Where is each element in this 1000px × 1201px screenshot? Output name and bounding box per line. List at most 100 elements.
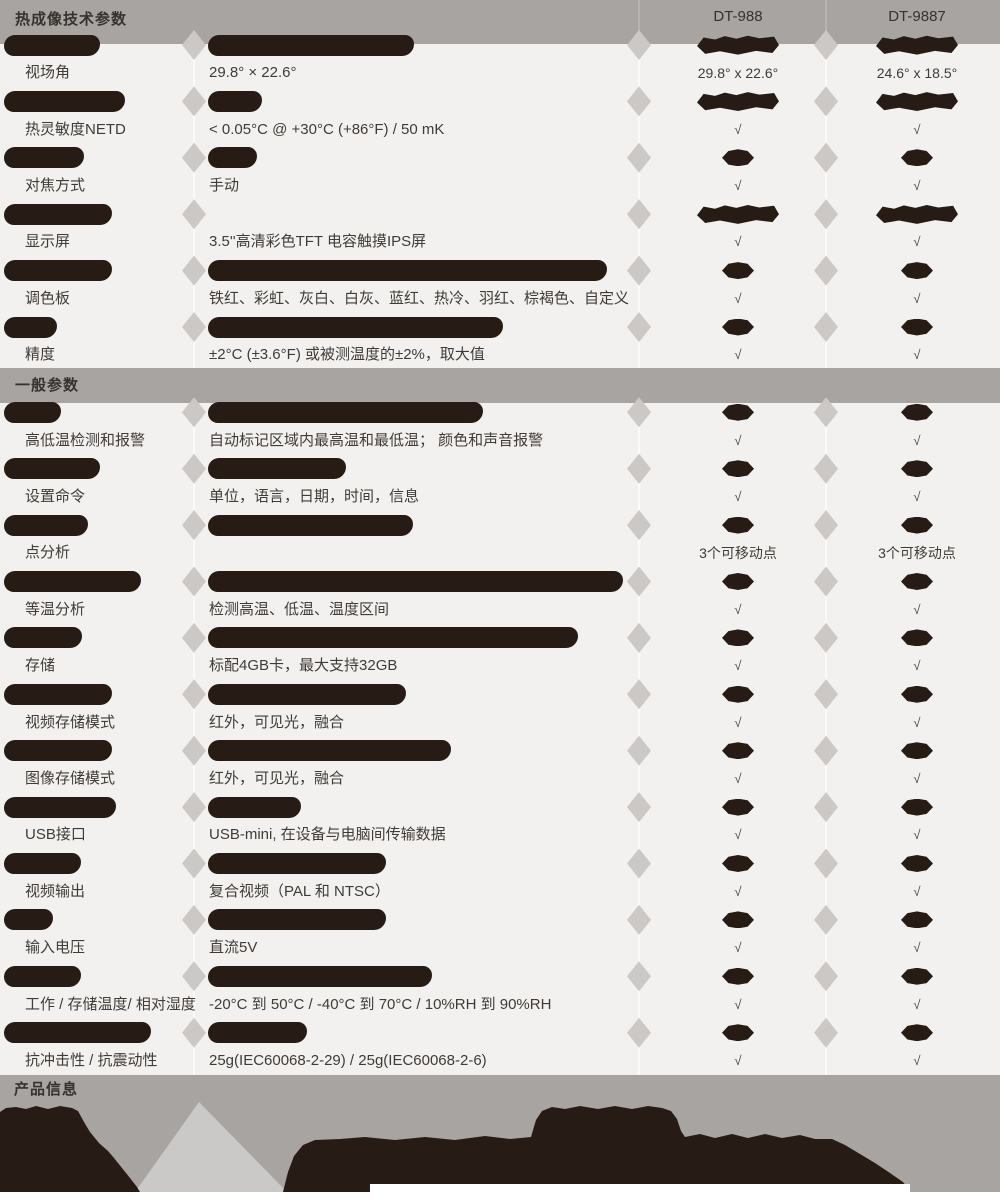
dt9887-cell: √	[913, 234, 921, 250]
divider-diamond	[627, 510, 651, 541]
row-value: 25g(IEC60068-2-29) / 25g(IEC60068-2-6)	[209, 1051, 487, 1069]
divider-diamond	[182, 397, 206, 428]
redacted-value-mark	[208, 401, 483, 423]
redacted-row	[0, 735, 1000, 766]
row-value: 复合视频（PAL 和 NTSC）	[209, 882, 390, 900]
redacted-dt988-mark	[722, 573, 754, 590]
redacted-value-mark	[208, 260, 607, 282]
redacted-row	[0, 199, 1000, 230]
redacted-value-mark	[208, 1022, 307, 1044]
redacted-label-mark	[4, 853, 81, 874]
redacted-dt9887-mark	[901, 911, 933, 929]
redacted-dt9887-mark	[901, 967, 933, 985]
dt988-cell: √	[734, 178, 742, 193]
spec-row: USB接口 USB-mini, 在设备与电脑间传输数据 √ √	[0, 821, 1000, 849]
redacted-product-text-center	[283, 1106, 908, 1192]
dt9887-cell: √	[913, 883, 921, 899]
row-label: 存储	[25, 657, 56, 675]
row-label: 等温分析	[25, 600, 86, 618]
row-label: 视频输出	[25, 882, 86, 900]
spec-row: 精度 ±2°C (±3.6°F) 或被测温度的±2%，取大值 √ √	[0, 341, 1000, 369]
dt988-cell: 3个可移动点	[699, 545, 777, 562]
row-value: ±2°C (±3.6°F) 或被测温度的±2%，取大值	[209, 346, 485, 364]
row-label: 输入电压	[25, 939, 86, 957]
redacted-label-mark	[4, 401, 61, 423]
redacted-dt988-mark	[697, 204, 779, 224]
redacted-row	[0, 142, 1000, 173]
divider-diamond	[814, 848, 838, 879]
redacted-dt988-mark	[722, 629, 754, 647]
column-header-dt988: DT-988	[713, 8, 763, 25]
divider-diamond	[182, 679, 206, 710]
row-value: USB-mini, 在设备与电脑间传输数据	[209, 826, 446, 844]
dt988-cell: √	[734, 488, 742, 504]
dt9887-cell: √	[913, 940, 921, 956]
dt9887-cell: √	[913, 121, 921, 137]
redacted-label-mark	[4, 571, 141, 592]
redacted-label-mark	[4, 514, 88, 536]
row-label: 调色板	[25, 289, 71, 307]
divider-diamond	[182, 86, 206, 117]
column-divider	[638, 0, 640, 44]
redacted-value-mark	[208, 796, 301, 818]
dt988-cell: √	[734, 714, 742, 730]
divider-diamond	[627, 397, 651, 428]
row-label: 视场角	[25, 64, 71, 82]
row-value: -20°C 到 50°C / -40°C 到 70°C / 10%RH 到 90…	[209, 995, 552, 1013]
divider-diamond	[182, 199, 206, 230]
redacted-dt988-mark	[722, 460, 754, 478]
redacted-label-mark	[4, 683, 112, 705]
row-value: < 0.05°C @ +30°C (+86°F) / 50 mK	[209, 120, 445, 138]
divider-diamond	[182, 735, 206, 766]
row-label: 图像存储模式	[25, 769, 116, 787]
redacted-dt9887-mark	[876, 92, 958, 112]
redacted-value-mark	[208, 740, 451, 762]
redacted-product-image-left	[0, 1106, 140, 1192]
spec-row: 对焦方式 手动 √ √	[0, 172, 1000, 200]
dt988-cell: √	[734, 290, 742, 306]
row-value: 单位，语言，日期，时间，信息	[209, 487, 420, 505]
divider-diamond	[627, 735, 651, 766]
divider-diamond	[814, 566, 838, 597]
redacted-label-mark	[4, 203, 112, 225]
redacted-row	[0, 679, 1000, 710]
divider-diamond	[627, 622, 651, 653]
redacted-dt9887-mark	[901, 742, 933, 760]
dt9887-cell: √	[913, 601, 921, 617]
redacted-dt988-mark	[722, 967, 754, 985]
divider-diamond	[814, 255, 838, 286]
spec-row: 显示屏 3.5''高清彩色TFT 电容触摸IPS屏 √ √	[0, 228, 1000, 256]
redacted-dt988-mark	[722, 855, 754, 872]
redacted-dt9887-mark	[876, 204, 958, 224]
redacted-dt988-mark	[722, 911, 754, 929]
spec-row: 抗冲击性 / 抗震动性 25g(IEC60068-2-29) / 25g(IEC6…	[0, 1047, 1000, 1075]
redacted-dt9887-mark	[901, 516, 933, 534]
divider-diamond	[182, 848, 206, 879]
divider-diamond	[814, 397, 838, 428]
row-label: 抗冲击性 / 抗震动性	[25, 1051, 158, 1069]
divider-diamond	[182, 1017, 206, 1048]
redacted-row	[0, 961, 1000, 992]
redacted-row	[0, 86, 1000, 117]
row-value: 直流5V	[209, 939, 258, 957]
redacted-dt9887-mark	[901, 318, 933, 336]
divider-diamond	[814, 679, 838, 710]
redacted-row	[0, 397, 1000, 428]
divider-diamond	[627, 312, 651, 342]
spec-row: 高低温检测和报警 自动标记区域内最高温和最低温； 颜色和声音报警 √ √	[0, 427, 1000, 455]
triangle-shape	[135, 1102, 287, 1192]
column-header-dt9887: DT-9887	[888, 8, 946, 25]
redacted-value-mark	[208, 458, 346, 480]
divider-diamond	[182, 453, 206, 484]
dt9887-cell: √	[913, 714, 921, 730]
section-title-product: 产品信息	[14, 1081, 79, 1098]
dt9887-cell: √	[913, 347, 921, 363]
row-value: 29.8° × 22.6°	[209, 64, 297, 82]
divider-diamond	[814, 510, 838, 541]
divider-diamond	[182, 510, 206, 541]
redacted-dt988-mark	[722, 742, 754, 760]
divider-diamond	[627, 1017, 651, 1048]
redacted-dt988-mark	[722, 1024, 754, 1042]
divider-diamond	[814, 622, 838, 653]
row-label: 工作 / 存储温度/ 相对湿度	[25, 995, 196, 1013]
